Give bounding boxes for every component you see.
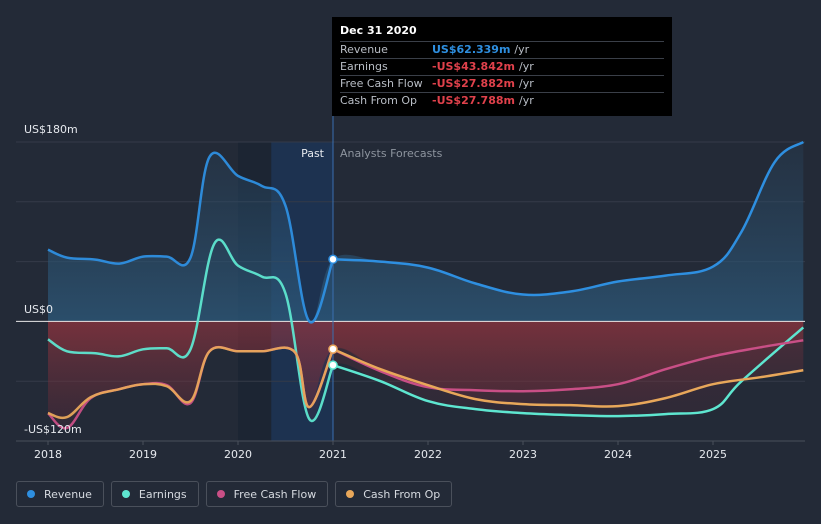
legend-dot-icon [216, 490, 225, 498]
tooltip-row-revenue: Revenue US$62.339m /yr [340, 41, 664, 58]
cash-from-op-negative-area [48, 321, 804, 418]
x-tick-label: 2020 [224, 448, 252, 461]
earnings-forecast-line [332, 326, 805, 418]
revenue-highlight-point [328, 254, 338, 265]
tooltip-unit: /yr [518, 94, 534, 107]
y-zero-label: US$0 [24, 303, 53, 316]
tooltip: Dec 31 2020 Revenue US$62.339m /yr Earni… [332, 17, 672, 116]
tooltip-value: -US$43.842m [432, 60, 515, 73]
x-tick-label: 2021 [319, 448, 347, 461]
legend-dot-icon [27, 490, 35, 498]
x-tick-label: 2019 [129, 448, 157, 461]
legend-dot-icon [121, 490, 130, 498]
legend-label: Cash From Op [363, 487, 441, 501]
tooltip-value: -US$27.882m [432, 77, 515, 90]
legend-item-earnings[interactable]: Earnings [110, 481, 199, 507]
y-top-label: US$180m [24, 123, 78, 136]
cash-from-op-past-line [47, 346, 335, 420]
x-tick-label: 2023 [509, 448, 537, 461]
past-label: Past [301, 147, 325, 160]
free-cash-flow-forecast-line [332, 339, 804, 393]
legend-label: Free Cash Flow [233, 487, 317, 501]
tooltip-date: Dec 31 2020 [340, 24, 417, 37]
legend-item-cash-from-op[interactable]: Cash From Op [335, 481, 453, 507]
x-tick-label: 2024 [604, 448, 632, 461]
legend: Revenue Earnings Free Cash Flow Cash Fro… [16, 481, 453, 507]
chart: US$180m US$0 -US$120m Past Analysts Fore… [16, 17, 805, 461]
legend-item-free-cash-flow[interactable]: Free Cash Flow [205, 481, 329, 507]
earnings-past-line [47, 238, 335, 423]
tooltip-label: Earnings [340, 60, 388, 73]
cash-from-op-highlight-point [328, 344, 338, 354]
legend-dot-icon [346, 490, 355, 498]
revenue-forecast-line [332, 140, 805, 297]
tooltip-label: Free Cash Flow [340, 77, 423, 90]
legend-label: Earnings [138, 487, 187, 501]
tooltip-unit: /yr [514, 43, 530, 56]
y-bottom-label: -US$120m [24, 423, 82, 436]
highlight-dots [328, 254, 338, 370]
tooltip-unit: /yr [518, 77, 534, 90]
legend-item-revenue[interactable]: Revenue [16, 481, 104, 507]
x-tick-label: 2018 [34, 448, 62, 461]
tooltip-label: Revenue [340, 43, 388, 56]
x-tick-label: 2022 [414, 448, 442, 461]
tooltip-row-earnings: Earnings -US$43.842m /yr [340, 58, 664, 75]
x-tick-label: 2025 [699, 448, 727, 461]
earnings-highlight-point [328, 360, 338, 370]
legend-label: Revenue [44, 487, 92, 501]
forecast-label: Analysts Forecasts [340, 147, 443, 160]
cash-from-op-forecast-line [332, 347, 804, 408]
revenue-area [48, 142, 804, 322]
x-axis-ticks: 2018 2019 2020 2021 2022 2023 2024 2025 [34, 441, 727, 461]
tooltip-label: Cash From Op [340, 94, 418, 107]
tooltip-row-cash-from-op: Cash From Op -US$27.788m /yr [340, 92, 664, 109]
series-lines [47, 140, 805, 430]
area-fills [48, 142, 804, 429]
tooltip-unit: /yr [518, 60, 534, 73]
tooltip-row-free-cash-flow: Free Cash Flow -US$27.882m /yr [340, 75, 664, 92]
tooltip-value: -US$27.788m [432, 94, 515, 107]
revenue-past-line [47, 151, 335, 324]
tooltip-value: US$62.339m [432, 43, 511, 56]
